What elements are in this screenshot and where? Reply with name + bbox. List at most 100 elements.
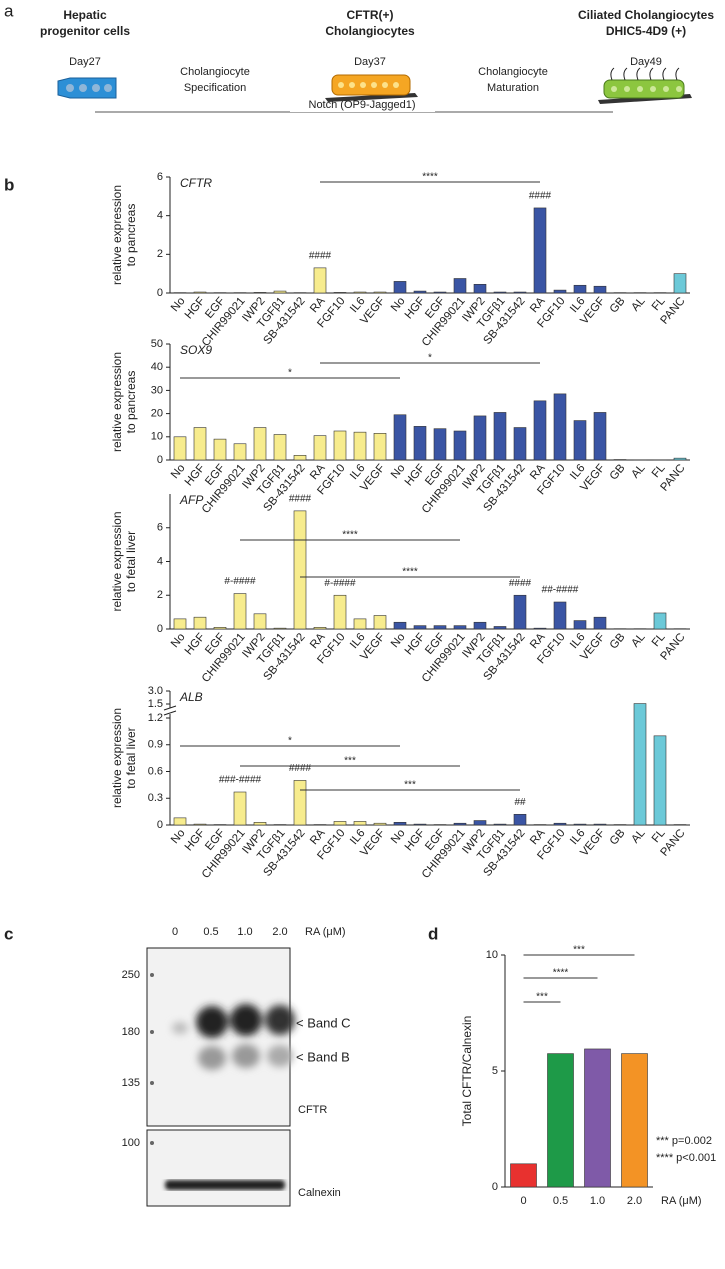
bar	[593, 285, 607, 294]
y-tick-label: 4	[157, 210, 163, 222]
y-tick-label: 0	[157, 287, 163, 299]
x-tick-label: HGF	[403, 462, 428, 488]
sig-label: #-####	[224, 576, 256, 587]
bar	[213, 438, 227, 461]
blot	[146, 947, 295, 1207]
y-tick-label: 0.3	[148, 792, 163, 804]
chart-title: CFTR	[180, 176, 212, 190]
bar	[553, 393, 567, 461]
bar	[233, 443, 247, 461]
sig-label: ####	[289, 494, 312, 505]
bar	[313, 435, 327, 461]
axis-break	[164, 708, 176, 714]
y-tick-label: 4	[157, 555, 163, 567]
stage-day: Day27	[69, 56, 101, 68]
bar	[493, 291, 507, 294]
bar	[273, 290, 287, 294]
y-tick-label: 0	[492, 1181, 498, 1193]
bar	[573, 620, 587, 630]
x-tick-label: 2.0	[627, 1195, 642, 1207]
bar	[493, 823, 507, 826]
y-tick-label: 0	[157, 819, 163, 831]
y-tick-label: 0	[157, 623, 163, 635]
bar	[233, 593, 247, 630]
bar	[513, 427, 527, 461]
x-tick-label: HGF	[403, 631, 428, 657]
panel-label: b	[4, 175, 14, 194]
y-tick-label: 20	[151, 408, 163, 420]
bar	[673, 457, 687, 461]
bar	[233, 791, 247, 826]
y-tick-label: 2	[157, 589, 163, 601]
bar	[273, 627, 287, 630]
bar	[453, 430, 467, 461]
stage-day: Day37	[354, 56, 386, 68]
bar	[193, 291, 207, 294]
x-tick-label: GB	[608, 631, 628, 652]
chart-title: AFP	[179, 493, 203, 507]
sig-label: ###-####	[219, 775, 262, 786]
bar	[473, 415, 487, 461]
bar	[573, 823, 587, 826]
lane-unit: RA (μM)	[305, 926, 346, 938]
bar	[473, 820, 487, 826]
y-tick-label: 40	[151, 361, 163, 373]
bar	[433, 625, 447, 630]
bar	[333, 821, 347, 826]
bar	[553, 822, 567, 826]
bar	[393, 822, 407, 826]
bar	[373, 433, 387, 461]
sig-label: *	[288, 368, 292, 379]
x-tick-label: HGF	[183, 827, 208, 853]
bar	[493, 626, 507, 630]
bar	[653, 735, 667, 826]
bar	[621, 1053, 648, 1188]
bar	[653, 612, 667, 630]
lane-label: 0.5	[203, 926, 218, 938]
x-tick-label: HGF	[183, 462, 208, 488]
x-tick-label: AL	[629, 295, 648, 314]
lane-label: 0	[172, 926, 178, 938]
sig-label: *	[288, 736, 292, 747]
bar	[573, 284, 587, 294]
y-tick-label: 0.9	[148, 739, 163, 751]
bar	[253, 613, 267, 630]
sig-label: ####	[509, 578, 532, 589]
y-tick-label: 6	[157, 171, 163, 183]
bar	[510, 1163, 537, 1188]
sig-label: ***	[536, 992, 548, 1003]
y-axis-label: relative expression	[110, 511, 124, 611]
bar	[513, 291, 527, 294]
y-tick-label: 2	[157, 248, 163, 260]
y-tick-label: 50	[151, 338, 163, 350]
progenitor-icon	[57, 77, 117, 99]
bar	[433, 291, 447, 294]
sig-label: *	[428, 353, 432, 364]
bar	[273, 434, 287, 461]
x-tick-label: HGF	[183, 295, 208, 321]
x-tick-label: HGF	[183, 631, 208, 657]
note: *** p=0.002	[656, 1135, 712, 1147]
bar	[253, 822, 267, 826]
x-tick-label: GB	[608, 295, 628, 316]
bar	[213, 627, 227, 630]
bar	[193, 427, 207, 461]
sig-label: ##	[514, 797, 526, 808]
band-label: < Band B	[296, 1049, 350, 1064]
bar	[353, 618, 367, 630]
bar	[313, 627, 327, 630]
marker-label: 135	[122, 1077, 140, 1089]
bar	[413, 426, 427, 461]
bar	[513, 594, 527, 630]
y-axis-label: Total CFTR/Calnexin	[460, 1016, 474, 1127]
lane-label: 2.0	[272, 926, 287, 938]
bar	[333, 292, 347, 294]
ciliated-icon	[598, 67, 692, 104]
bar	[593, 823, 607, 826]
x-tick-label: 0	[520, 1195, 526, 1207]
bar	[413, 290, 427, 294]
x-tick-label: 1.0	[590, 1195, 605, 1207]
stage-title: Cholangiocytes	[325, 24, 415, 38]
bar	[173, 817, 187, 826]
